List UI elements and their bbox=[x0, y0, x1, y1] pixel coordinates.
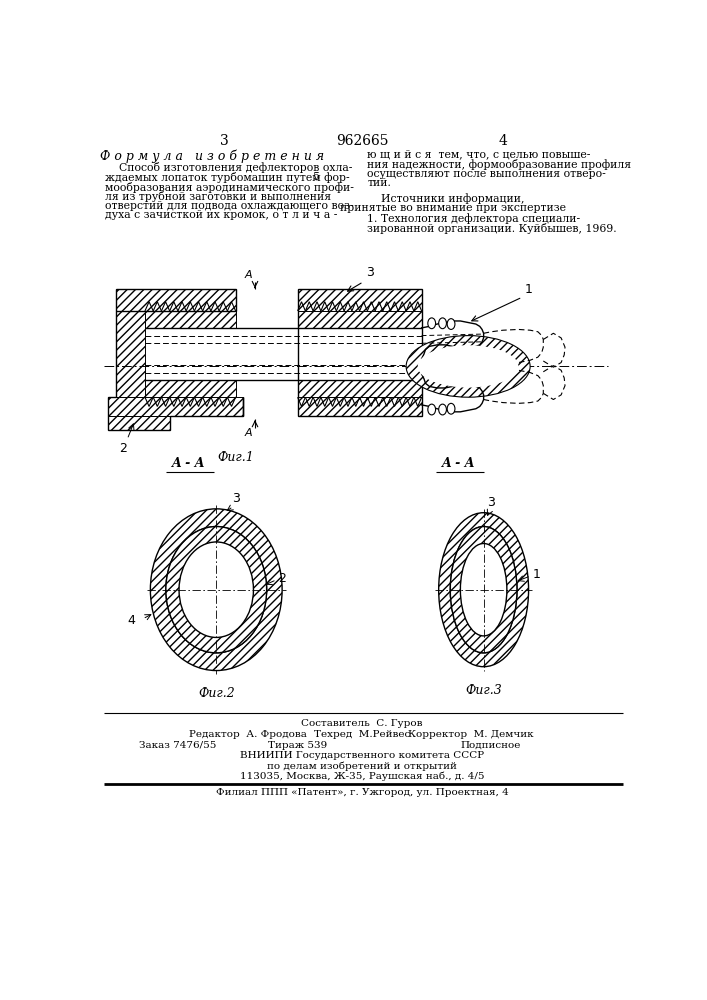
Text: A: A bbox=[245, 270, 252, 280]
Text: Подписное: Подписное bbox=[460, 741, 521, 750]
Text: Корректор  М. Демчик: Корректор М. Демчик bbox=[409, 730, 534, 739]
Text: 3: 3 bbox=[220, 134, 228, 148]
Ellipse shape bbox=[448, 319, 455, 329]
Ellipse shape bbox=[166, 527, 267, 653]
Text: ля из трубной заготовки и выполнения: ля из трубной заготовки и выполнения bbox=[105, 191, 332, 202]
Bar bbox=[298, 380, 421, 397]
Text: A: A bbox=[245, 428, 252, 438]
Text: Филиал ППП «Патент», г. Ужгород, ул. Проектная, 4: Филиал ППП «Патент», г. Ужгород, ул. Про… bbox=[216, 788, 508, 797]
Text: тий.: тий. bbox=[368, 178, 391, 188]
Text: принятые во внимание при экспертизе: принятые во внимание при экспертизе bbox=[339, 203, 566, 213]
Text: ю щ и й с я  тем, что, с целью повыше-: ю щ и й с я тем, что, с целью повыше- bbox=[368, 149, 591, 159]
Text: 5: 5 bbox=[313, 172, 320, 182]
Text: 962665: 962665 bbox=[336, 134, 388, 148]
Text: 4: 4 bbox=[498, 134, 508, 148]
Text: отверстий для подвода охлаждающего воз-: отверстий для подвода охлаждающего воз- bbox=[105, 201, 354, 211]
Ellipse shape bbox=[448, 403, 455, 414]
Bar bbox=[298, 289, 421, 311]
Ellipse shape bbox=[438, 513, 529, 667]
Bar bbox=[115, 289, 235, 311]
Text: ждаемых лопаток турбомашин путем фор-: ждаемых лопаток турбомашин путем фор- bbox=[105, 172, 350, 183]
Text: Составитель  С. Гуров: Составитель С. Гуров bbox=[301, 719, 423, 728]
Text: ния надежности, формообразование профиля: ния надежности, формообразование профиля bbox=[368, 159, 631, 170]
Text: 4: 4 bbox=[127, 614, 135, 627]
Text: 1: 1 bbox=[532, 568, 540, 581]
Bar bbox=[107, 397, 243, 416]
Ellipse shape bbox=[438, 404, 446, 415]
Text: A - A: A - A bbox=[442, 457, 476, 470]
Text: Способ изготовления дефлекторов охла-: Способ изготовления дефлекторов охла- bbox=[105, 162, 353, 173]
Text: 113035, Москва, Ж-35, Раушская наб., д. 4/5: 113035, Москва, Ж-35, Раушская наб., д. … bbox=[240, 771, 484, 781]
Bar bbox=[115, 311, 145, 397]
Ellipse shape bbox=[428, 404, 436, 415]
Text: Фиг.1: Фиг.1 bbox=[217, 451, 254, 464]
Ellipse shape bbox=[438, 318, 446, 329]
Text: Источники информации,: Источники информации, bbox=[381, 193, 525, 204]
Text: по делам изобретений и открытий: по делам изобретений и открытий bbox=[267, 761, 457, 771]
Text: 2: 2 bbox=[279, 572, 286, 585]
Text: Редактор  А. Фродова: Редактор А. Фродова bbox=[189, 730, 307, 739]
Text: Фиг.2: Фиг.2 bbox=[198, 687, 235, 700]
Text: Заказ 7476/55: Заказ 7476/55 bbox=[139, 741, 216, 750]
Text: 2: 2 bbox=[119, 442, 127, 455]
Ellipse shape bbox=[450, 527, 517, 653]
Ellipse shape bbox=[151, 509, 282, 671]
Text: 3: 3 bbox=[488, 496, 496, 509]
Text: Техред  М.Рейвес: Техред М.Рейвес bbox=[314, 730, 410, 739]
Bar bbox=[145, 380, 235, 397]
Text: мообразования аэродинамического профи-: мообразования аэродинамического профи- bbox=[105, 182, 354, 193]
Ellipse shape bbox=[406, 336, 530, 397]
Ellipse shape bbox=[179, 542, 253, 637]
Text: Фиг.3: Фиг.3 bbox=[465, 684, 502, 697]
Text: A - A: A - A bbox=[173, 457, 206, 470]
Text: 3: 3 bbox=[232, 492, 240, 505]
Text: зированной организации. Куйбышев, 1969.: зированной организации. Куйбышев, 1969. bbox=[368, 223, 617, 234]
Bar bbox=[145, 311, 235, 328]
Ellipse shape bbox=[428, 318, 436, 329]
Text: 1. Технология дефлектора специали-: 1. Технология дефлектора специали- bbox=[368, 213, 580, 224]
Text: 1: 1 bbox=[525, 283, 532, 296]
Text: ВНИИПИ Государственного комитета СССР: ВНИИПИ Государственного комитета СССР bbox=[240, 751, 484, 760]
Bar bbox=[107, 416, 170, 430]
Ellipse shape bbox=[460, 544, 507, 636]
Ellipse shape bbox=[166, 527, 267, 653]
Text: Ф о р м у л а   и з о б р е т е н и я: Ф о р м у л а и з о б р е т е н и я bbox=[100, 149, 325, 163]
Ellipse shape bbox=[450, 527, 517, 653]
Text: 3: 3 bbox=[366, 266, 374, 279]
Ellipse shape bbox=[418, 345, 518, 388]
Bar bbox=[298, 397, 421, 416]
Text: духа с зачисткой их кромок, о т л и ч а -: духа с зачисткой их кромок, о т л и ч а … bbox=[105, 210, 338, 220]
Text: осуществляют после выполнения отверо-: осуществляют после выполнения отверо- bbox=[368, 169, 606, 179]
Text: Тираж 539: Тираж 539 bbox=[268, 741, 327, 750]
Bar bbox=[298, 311, 421, 328]
